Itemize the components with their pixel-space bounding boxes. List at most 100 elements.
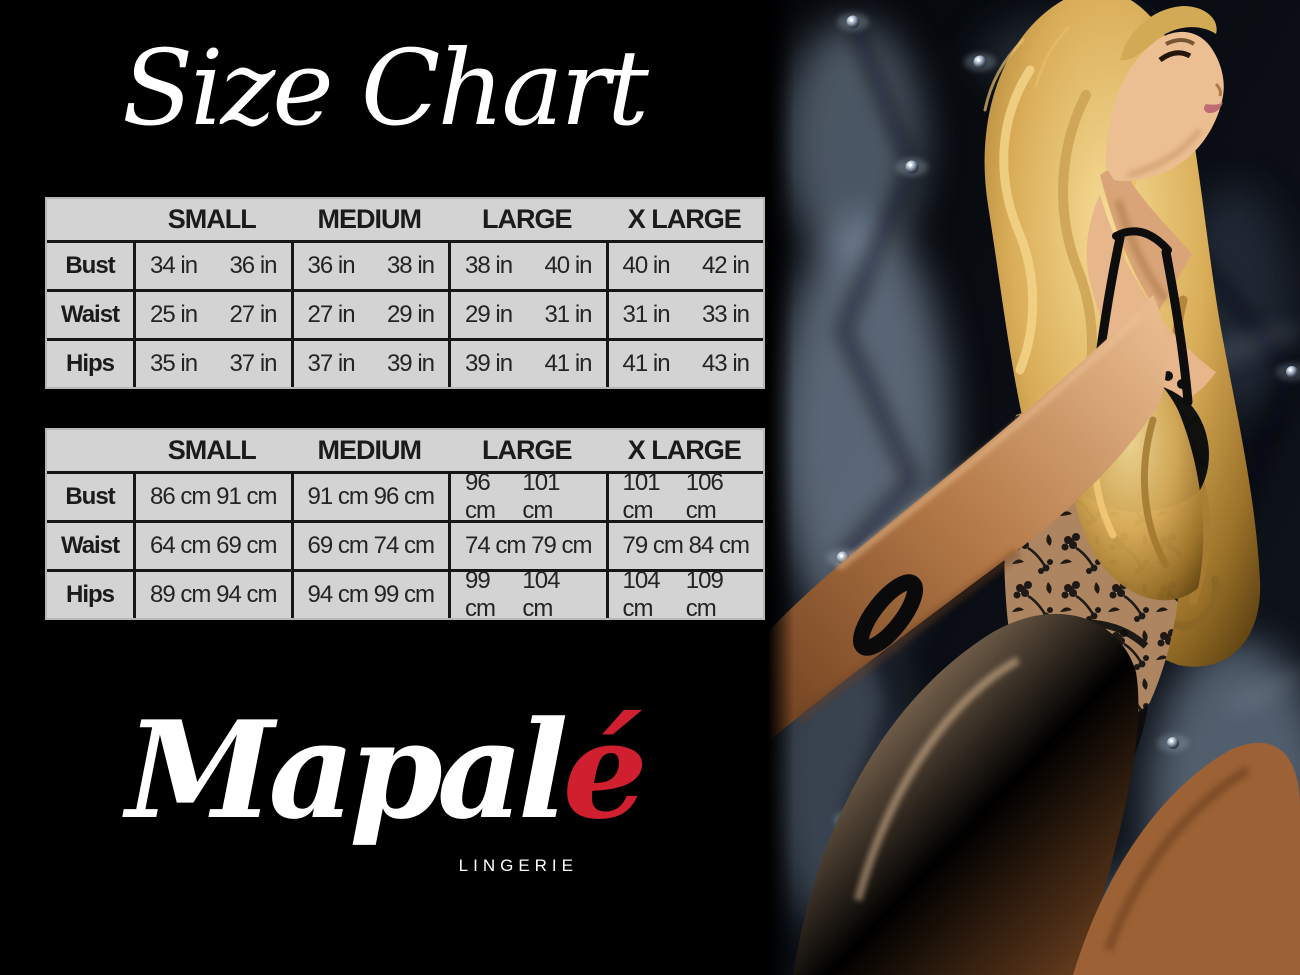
brand-wordmark: Mapalé	[0, 703, 768, 837]
table-header-row: SMALL MEDIUM LARGE X LARGE	[47, 430, 763, 471]
calf	[1073, 742, 1300, 975]
measurement-value: 31 in	[544, 301, 592, 328]
row-label-waist: Waist	[47, 523, 133, 569]
column-header-xlarge: X LARGE	[627, 204, 742, 234]
measurement-value: 89 cm	[150, 581, 211, 608]
eyelashes	[1158, 50, 1192, 63]
measurement-value: 109 cm	[685, 567, 724, 622]
measurement-value: 104 cm	[522, 567, 560, 622]
measurement-cell: 35 in 37 in	[136, 341, 291, 387]
measurement-cell: 94 cm 99 cm	[293, 572, 448, 618]
measurement-value: 79 cm	[622, 532, 684, 559]
measurement-value: 39 in	[465, 350, 513, 377]
table-header-row: SMALL MEDIUM LARGE X LARGE	[47, 199, 763, 240]
size-table-inches: SMALL MEDIUM LARGE X LARGE Bust 34 in 36 …	[45, 197, 765, 389]
brand-wordmark-accent: é	[562, 691, 648, 849]
table-body: Bust 86 cm 91 cm 91 cm 96 cm 96 cm 101 cm 1…	[47, 469, 763, 622]
measurement-value: 101 cm	[522, 469, 560, 524]
measurement-value: 43 in	[701, 350, 750, 377]
measurement-cell: 41 in 43 in	[608, 341, 763, 387]
measurement-value: 69 cm	[216, 532, 277, 559]
measurement-cell: 29 in 31 in	[451, 292, 606, 338]
measurement-value: 74 cm	[373, 532, 435, 559]
measurement-value: 33 in	[701, 301, 750, 328]
column-header-small: SMALL	[167, 435, 257, 465]
measurement-value: 106 cm	[685, 469, 724, 524]
measurement-cell: 79 cm 84 cm	[608, 523, 763, 569]
row-label-hips: Hips	[47, 341, 133, 387]
column-header-large: LARGE	[482, 435, 572, 465]
measurement-value: 64 cm	[150, 532, 211, 559]
measurement-cell: 25 in 27 in	[136, 292, 291, 338]
table-body: Bust 34 in 36 in 36 in 38 in 38 in 40 in 40…	[47, 240, 763, 387]
face-profile	[1105, 6, 1224, 181]
measurement-cell: 37 in 39 in	[293, 341, 448, 387]
measurement-cell: 36 in 38 in	[293, 243, 448, 289]
measurement-value: 86 cm	[150, 483, 211, 510]
measurement-value: 42 in	[701, 252, 750, 279]
header-blank-cell	[47, 199, 133, 240]
jaw-shading	[1127, 128, 1202, 178]
brand-logo: Mapalé LINGERIE	[0, 703, 768, 875]
size-table-cm: SMALL MEDIUM LARGE X LARGE Bust 86 cm 91 …	[45, 428, 765, 622]
measurement-cell: 101 cm 106 cm	[608, 469, 763, 524]
measurement-value: 99 cm	[465, 567, 496, 622]
measurement-cell: 91 cm 96 cm	[293, 474, 448, 520]
measurement-cell: 34 in 36 in	[136, 243, 291, 289]
column-header-medium: MEDIUM	[317, 435, 422, 465]
measurement-value: 31 in	[622, 301, 671, 328]
measurement-value: 41 in	[622, 350, 671, 377]
measurement-cell: 89 cm 94 cm	[136, 572, 291, 618]
header-blank-cell	[47, 430, 133, 471]
hair-over-forehead	[1120, 6, 1217, 61]
measurement-value: 27 in	[307, 301, 356, 328]
measurement-cell: 104 cm 109 cm	[608, 567, 763, 622]
measurement-cell: 74 cm 79 cm	[451, 523, 606, 569]
measurement-value: 40 in	[622, 252, 671, 279]
measurement-value: 29 in	[465, 301, 513, 328]
column-header-large: LARGE	[482, 204, 572, 234]
measurement-value: 38 in	[465, 252, 513, 279]
measurement-value: 37 in	[229, 350, 277, 377]
column-header-xlarge: X LARGE	[627, 435, 742, 465]
legs	[793, 613, 1300, 975]
column-header-small: SMALL	[167, 204, 257, 234]
column-header-medium: MEDIUM	[317, 204, 422, 234]
measurement-value: 35 in	[150, 350, 198, 377]
measurement-cell: 39 in 41 in	[451, 341, 606, 387]
row-label-bust: Bust	[47, 474, 133, 520]
measurement-value: 41 in	[544, 350, 592, 377]
page-title: Size Chart	[122, 27, 649, 149]
measurement-value: 34 in	[150, 252, 198, 279]
left-edge-vignette	[768, 0, 794, 975]
measurement-value: 104 cm	[622, 567, 661, 622]
measurement-value: 39 in	[386, 350, 435, 377]
measurement-value: 25 in	[150, 301, 198, 328]
measurement-value: 69 cm	[307, 532, 369, 559]
measurement-value: 74 cm	[465, 532, 526, 559]
row-label-hips: Hips	[47, 572, 133, 618]
model-photo	[768, 0, 1300, 975]
measurement-value: 37 in	[307, 350, 356, 377]
measurement-cell: 38 in 40 in	[451, 243, 606, 289]
measurement-cell: 86 cm 91 cm	[136, 474, 291, 520]
lips	[1203, 102, 1223, 114]
measurement-value: 99 cm	[373, 581, 435, 608]
neck-shadow	[1114, 198, 1170, 303]
brand-wordmark-main: Mapal	[126, 691, 569, 849]
brand-tagline: LINGERIE	[458, 856, 578, 875]
measurement-value: 94 cm	[216, 581, 277, 608]
measurement-value: 40 in	[544, 252, 592, 279]
model-photo-illustration	[768, 0, 1300, 975]
model-figure	[768, 0, 1300, 975]
measurement-value: 91 cm	[307, 483, 369, 510]
measurement-value: 84 cm	[688, 532, 750, 559]
measurement-value: 38 in	[386, 252, 435, 279]
measurement-cell: 27 in 29 in	[293, 292, 448, 338]
measurement-cell: 69 cm 74 cm	[293, 523, 448, 569]
measurement-value: 29 in	[386, 301, 435, 328]
measurement-value: 96 cm	[465, 469, 496, 524]
measurement-value: 36 in	[229, 252, 277, 279]
measurement-value: 101 cm	[622, 469, 661, 524]
